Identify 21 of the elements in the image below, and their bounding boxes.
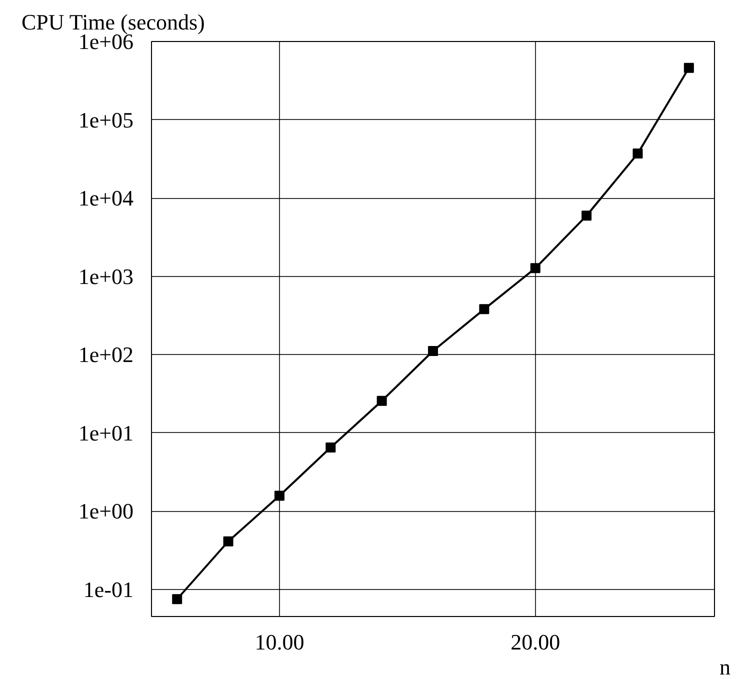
- y-tick-label: 1e-01: [83, 576, 134, 602]
- point: [223, 536, 234, 546]
- point: [428, 346, 438, 356]
- point: [172, 594, 182, 604]
- x-tick-label: 10.00: [254, 630, 304, 654]
- x-axis-title: n: [720, 654, 730, 679]
- point: [582, 210, 592, 221]
- point: [274, 490, 284, 501]
- point: [530, 263, 540, 274]
- y-tick-label: 1e+00: [78, 498, 134, 524]
- y-tick-label: 1e+01: [78, 420, 134, 446]
- y-tick-label: 1e+04: [78, 186, 134, 211]
- y-tick-label: 1e+05: [78, 107, 134, 132]
- x-tick-label: 20.00: [510, 630, 560, 654]
- point: [376, 396, 387, 406]
- point: [326, 442, 336, 452]
- point: [684, 62, 694, 73]
- point: [479, 304, 490, 314]
- y-tick-label: 1e+02: [78, 342, 134, 368]
- y-tick-label: 1e+03: [78, 264, 134, 289]
- point: [632, 148, 643, 159]
